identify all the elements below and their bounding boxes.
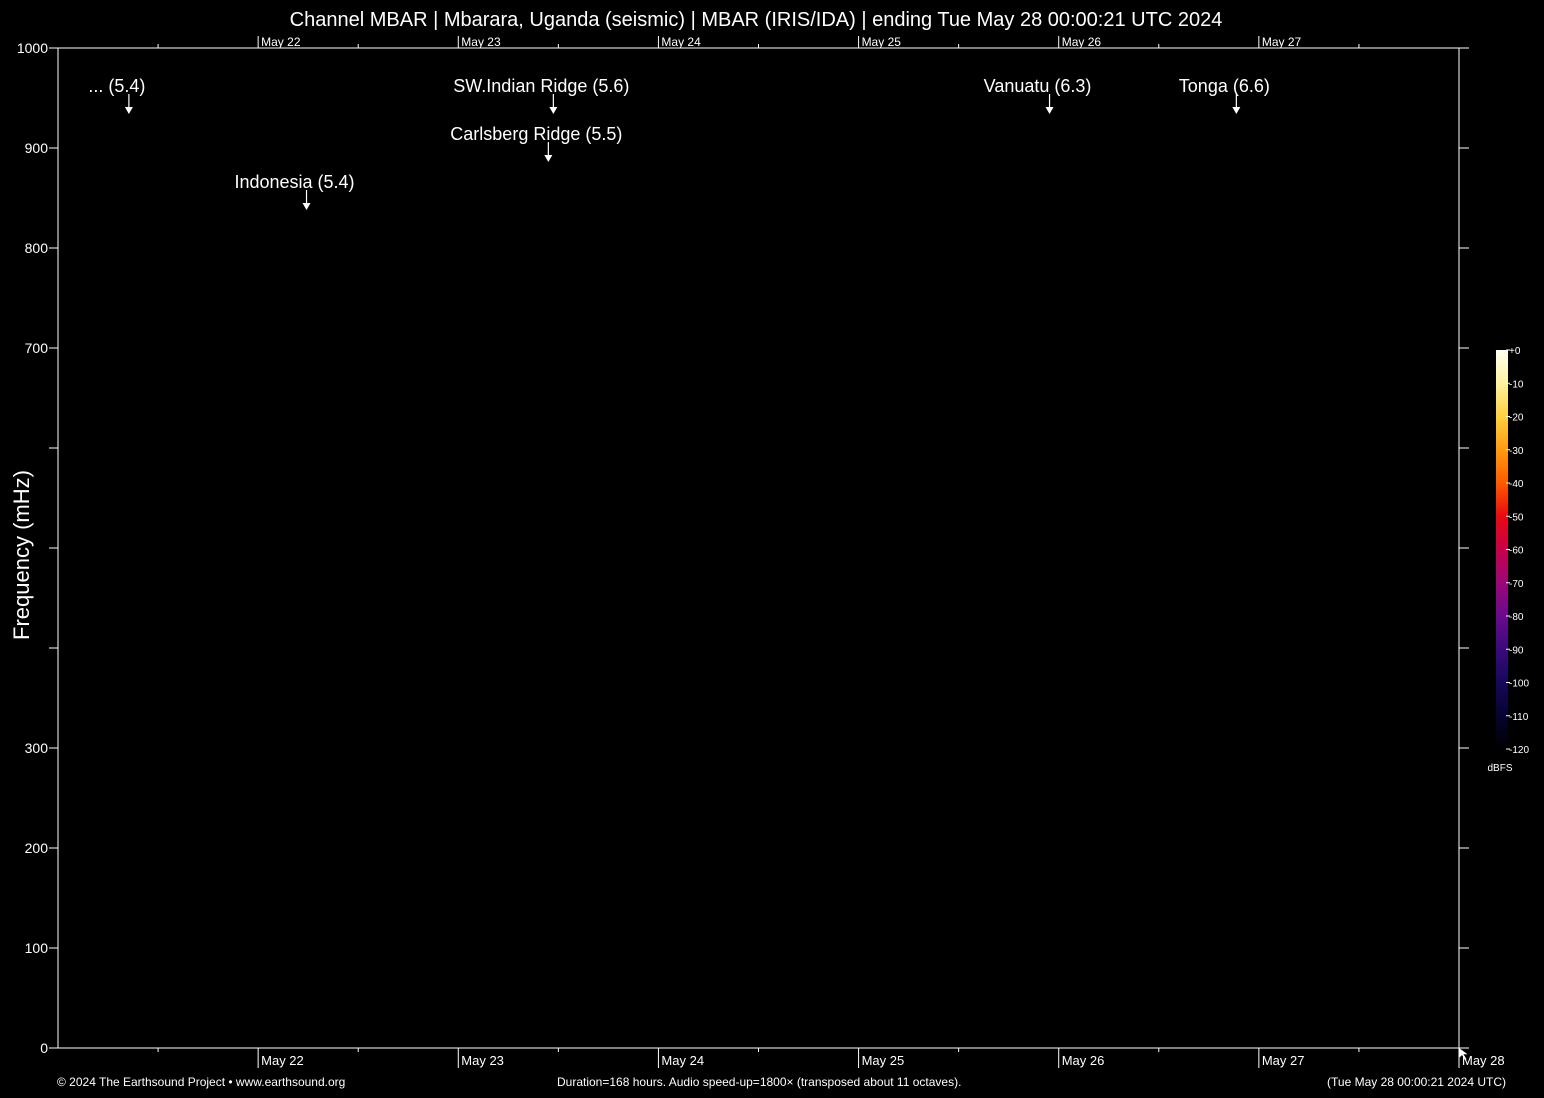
colorbar-tick-label: -40 [1509,479,1524,490]
x-tick-label: May 26 [1062,1053,1105,1068]
chart-title: Channel MBAR | Mbarara, Uganda (seismic)… [289,9,1223,31]
x-tick-label-top: May 24 [661,35,701,49]
colorbar-tick-label: -60 [1509,546,1524,557]
event-label: Carlsberg Ridge (5.5) [450,124,622,144]
event-arrow-head [302,203,311,210]
colorbar-tick-label: -80 [1509,612,1524,623]
colorbar-tick-label: -50 [1509,512,1524,523]
event-label: ... (5.4) [88,76,145,96]
event-label: Tonga (6.6) [1179,76,1270,96]
event-arrow-head [549,107,558,114]
y-tick-label: 100 [25,940,49,956]
colorbar-tick-label: -30 [1509,446,1524,457]
x-tick-label-top: May 27 [1262,35,1302,49]
x-tick-label-top: May 26 [1062,35,1102,49]
event-arrow-head [544,155,553,162]
event-annotation: ... (5.4) [88,76,145,114]
y-tick-label: 800 [25,240,49,256]
x-tick-label-top: May 22 [261,35,301,49]
cursor-marker [1459,1048,1468,1060]
event-annotation: Vanuatu (6.3) [984,76,1092,114]
footer-end-time: (Tue May 28 00:00:21 2024 UTC) [1327,1075,1506,1089]
y-tick-label: 700 [25,340,49,356]
x-tick-label-top: May 25 [862,35,902,49]
y-tick-label: 900 [25,140,49,156]
x-tick-label: May 22 [261,1053,304,1068]
event-label: SW.Indian Ridge (5.6) [453,76,629,96]
colorbar-tick-label: -90 [1509,645,1524,656]
colorbar-tick-label: -70 [1509,579,1524,590]
event-annotation: Carlsberg Ridge (5.5) [450,124,622,162]
colorbar-tick-label: -100 [1509,679,1529,690]
y-tick-label: 300 [25,740,49,756]
colorbar-tick-label: -10 [1509,379,1524,390]
colorbar [1496,350,1508,749]
event-annotation: Tonga (6.6) [1179,76,1270,114]
footer-copyright: © 2024 The Earthsound Project • www.eart… [57,1075,346,1089]
colorbar-tick-label: +0 [1509,346,1521,357]
colorbar-tick-label: -20 [1509,413,1524,424]
event-label: Vanuatu (6.3) [984,76,1092,96]
colorbar-tick-label: -120 [1509,745,1529,756]
x-tick-label: May 24 [661,1053,704,1068]
y-tick-label: 0 [40,1040,48,1056]
event-arrow-head [124,107,133,114]
colorbar-unit-label: dBFS [1487,763,1512,774]
x-tick-label: May 25 [862,1053,905,1068]
y-tick-label: 1000 [17,40,48,56]
event-annotation: Indonesia (5.4) [234,172,355,210]
event-arrow-head [1232,107,1241,114]
x-tick-label: May 28 [1462,1053,1505,1068]
event-annotation: SW.Indian Ridge (5.6) [453,76,629,114]
x-tick-label: May 23 [461,1053,504,1068]
y-tick-label: 200 [25,840,49,856]
footer-duration: Duration=168 hours. Audio speed-up=1800×… [557,1075,962,1089]
x-tick-label-top: May 23 [461,35,501,49]
event-label: Indonesia (5.4) [234,172,354,192]
colorbar-tick-label: -110 [1509,712,1529,723]
x-tick-label: May 27 [1262,1053,1305,1068]
event-arrow-head [1045,107,1054,114]
